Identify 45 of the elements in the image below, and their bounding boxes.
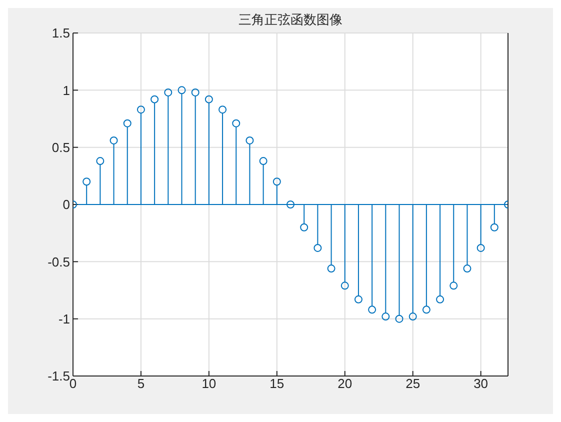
point (368, 306, 376, 314)
point (395, 314, 404, 323)
point (123, 119, 132, 128)
chart-title: 三角正弦函数图像 (238, 11, 344, 29)
y-tick-label: 1.5 (52, 26, 70, 41)
point (476, 244, 485, 252)
point (286, 200, 294, 208)
point (136, 106, 145, 114)
y-tick-label: -0.5 (48, 254, 70, 270)
point (300, 223, 308, 232)
point (340, 282, 349, 290)
point (96, 157, 104, 166)
point (422, 306, 430, 314)
point (436, 295, 444, 304)
point (246, 136, 254, 144)
point (382, 312, 390, 321)
x-tick-label: 25 (406, 376, 420, 392)
y-tick-label: 1 (62, 82, 70, 98)
point (150, 95, 159, 104)
y-tick-label: 0 (62, 197, 70, 212)
point (314, 244, 322, 252)
point (463, 264, 472, 273)
point (164, 88, 172, 96)
point (178, 86, 186, 94)
x-tick-label: 15 (270, 376, 284, 392)
point (232, 119, 240, 128)
y-tick-label: 0.5 (52, 140, 70, 155)
point (204, 95, 213, 104)
point (191, 88, 200, 96)
point (354, 295, 362, 304)
x-tick-label: 5 (137, 376, 145, 392)
point (408, 312, 417, 321)
y-tick-label: -1.5 (48, 368, 70, 384)
point (82, 178, 91, 186)
point (327, 264, 336, 273)
point (272, 178, 281, 186)
point (259, 157, 268, 166)
y-tick-label: -1 (58, 311, 70, 326)
x-tick-label: 20 (338, 376, 352, 392)
point (490, 223, 498, 232)
x-tick-label: 10 (202, 376, 216, 392)
point (110, 136, 118, 144)
point (218, 106, 227, 114)
point (450, 282, 458, 290)
x-tick-label: 30 (474, 376, 488, 392)
